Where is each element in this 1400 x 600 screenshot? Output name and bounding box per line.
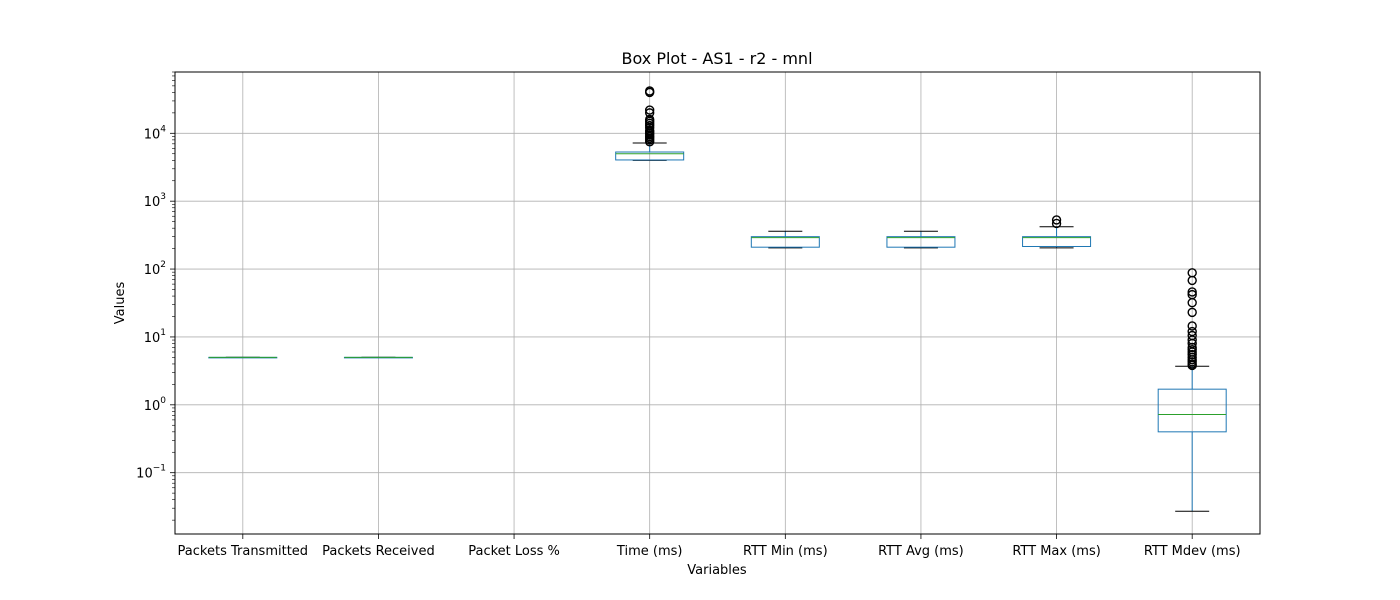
- y-tick-label: 103: [144, 192, 166, 210]
- x-tick-label: RTT Min (ms): [743, 544, 828, 559]
- box-iqr: [886, 236, 956, 248]
- outlier-point: [1051, 218, 1062, 229]
- y-axis-title: Values: [113, 282, 128, 325]
- grid-lines: [175, 72, 1260, 534]
- box-8: [1157, 268, 1227, 512]
- box-2: [343, 356, 413, 359]
- outlier-point: [644, 125, 655, 136]
- x-tick-label: Packet Loss %: [468, 544, 560, 559]
- outlier-point: [1187, 330, 1197, 341]
- outlier-point: [1187, 326, 1197, 337]
- plot-area-frame: [174, 71, 1261, 535]
- box-series: [208, 86, 1227, 512]
- axis-ticks: 10−1 100 101 102 103 104 Packets Transmitted Pa…: [136, 71, 1241, 559]
- y-tick-label: 10−1: [136, 464, 166, 482]
- box-iqr: [615, 151, 685, 161]
- outlier-point: [644, 86, 655, 96]
- outlier-point: [1187, 289, 1197, 300]
- box-4: [615, 86, 685, 161]
- outlier-point: [644, 105, 655, 115]
- outlier-point: [1051, 215, 1062, 225]
- box-iqr: [1022, 236, 1092, 247]
- outlier-point: [1187, 349, 1197, 360]
- x-tick-label: RTT Max (ms): [1012, 544, 1100, 559]
- outlier-point: [1187, 307, 1197, 318]
- outlier-point: [1187, 268, 1197, 278]
- x-tick-label: RTT Mdev (ms): [1144, 544, 1241, 559]
- chart-title: Box Plot - AS1 - r2 - mnl: [621, 49, 812, 68]
- x-tick-label: RTT Avg (ms): [878, 544, 964, 559]
- box-6: [886, 230, 956, 249]
- x-tick-label: Packets Received: [322, 544, 435, 559]
- x-axis-title: Variables: [687, 563, 747, 578]
- box-iqr: [750, 236, 820, 248]
- box-7: [1022, 215, 1092, 249]
- y-tick-label: 104: [144, 124, 167, 142]
- box-1: [208, 356, 278, 359]
- box-iqr: [1157, 388, 1227, 433]
- y-tick-label: 102: [144, 260, 166, 278]
- outlier-point: [1187, 287, 1197, 297]
- y-tick-label: 101: [144, 328, 166, 346]
- y-tick-label: 100: [144, 396, 167, 414]
- x-tick-label: Packets Transmitted: [178, 544, 309, 559]
- outlier-point: [1187, 321, 1197, 331]
- outlier-point: [644, 108, 655, 118]
- box-5: [750, 230, 820, 249]
- x-tick-label: Time (ms): [616, 544, 683, 559]
- outlier-point: [644, 114, 655, 125]
